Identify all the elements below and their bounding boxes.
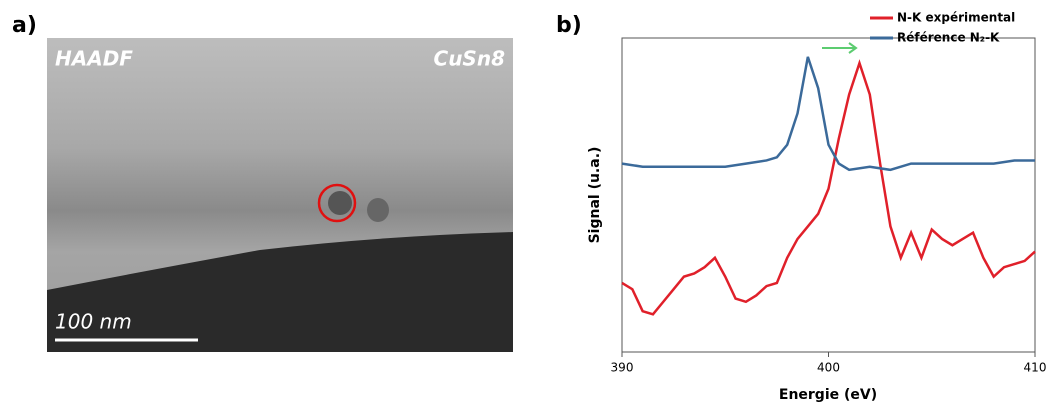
panel-label: b) bbox=[556, 13, 582, 38]
line-series bbox=[621, 56, 1035, 172]
particle bbox=[367, 198, 389, 222]
shift-arrow bbox=[822, 42, 858, 54]
x-tick-label: 390 bbox=[611, 361, 634, 375]
legend-label: Référence N₂-K bbox=[897, 31, 1000, 45]
panel-label: a) bbox=[12, 13, 37, 38]
x-tick-label: 410 bbox=[1024, 361, 1047, 375]
mode-label: HAADF bbox=[55, 47, 133, 71]
highlight-circle bbox=[317, 183, 357, 223]
substrate bbox=[47, 232, 513, 352]
legend-label: N-K expérimental bbox=[897, 11, 1015, 25]
y-axis-label: Signal (u.a.) bbox=[587, 147, 603, 244]
line-series bbox=[621, 59, 1036, 316]
scale-label: 100 nm bbox=[55, 310, 132, 334]
x-tick-label: 400 bbox=[817, 361, 840, 375]
particle bbox=[328, 191, 352, 215]
sample-label: CuSn8 bbox=[434, 47, 506, 71]
x-axis-label: Energie (eV) bbox=[779, 387, 877, 403]
micrograph: HAADF CuSn8 100 nm bbox=[47, 38, 513, 352]
plot-frame bbox=[621, 37, 1036, 353]
